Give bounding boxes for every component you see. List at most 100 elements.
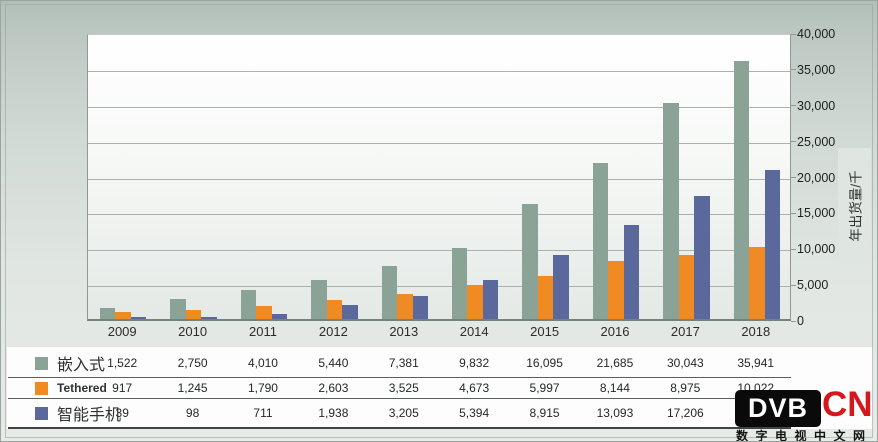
bar-智能手机-2011 xyxy=(271,313,288,319)
bar-智能手机-2009 xyxy=(130,317,147,319)
y-axis-tick xyxy=(791,284,796,286)
x-axis-label: 2009 xyxy=(107,324,137,339)
table-cell: 1,245 xyxy=(177,381,208,395)
legend-cell: Tethered xyxy=(8,381,107,395)
gridline xyxy=(88,214,790,216)
bar-group-2015 xyxy=(510,35,580,319)
bar-嵌入式-2009 xyxy=(99,308,116,319)
x-axis-label: 2010 xyxy=(178,324,208,339)
gridline xyxy=(88,106,790,108)
bar-嵌入式-2015 xyxy=(522,203,538,319)
bar-嵌入式-2010 xyxy=(170,299,186,319)
y-axis-tick xyxy=(791,320,796,322)
bar-group-2009 xyxy=(88,35,158,319)
bar-嵌入式-2017 xyxy=(663,103,679,319)
table-row-嵌入式: 嵌入式 1,522 2,750 4,010 5,440 7,381 9,832 16,095 2… xyxy=(8,349,791,378)
dvbcn-logo: DVB xyxy=(735,390,821,427)
bar-group-2018 xyxy=(722,35,792,319)
table-cell: 16,095 xyxy=(526,356,563,370)
table-cell: 1,938 xyxy=(318,406,349,420)
bar-Tethered-2017 xyxy=(678,254,695,319)
y-axis-title: 年出货量/千 xyxy=(848,170,864,242)
table-cell: 1,522 xyxy=(107,356,138,370)
legend-swatch-icon xyxy=(35,406,48,420)
y-axis-title-box: 年出货量/千 xyxy=(838,148,871,264)
plot-area xyxy=(87,34,791,321)
dvbcn-logo-cn-text: CN xyxy=(822,385,873,424)
legend-label: 智能手机 xyxy=(57,407,122,424)
gridline xyxy=(88,142,790,144)
table-cell: 30,043 xyxy=(666,356,704,370)
table-cell: 5,440 xyxy=(318,356,349,370)
table-cell: 2,750 xyxy=(177,356,208,370)
bar-智能手机-2015 xyxy=(553,255,569,319)
table-cell: 9,832 xyxy=(459,356,490,370)
legend-cell: 智能手机 xyxy=(8,401,121,425)
table-cell: 2,603 xyxy=(318,381,349,395)
y-axis-tick xyxy=(791,69,796,71)
bar-group-2014 xyxy=(440,35,510,319)
table-row-Tethered: Tethered 917 1,245 1,790 2,603 3,525 4,673 5,99… xyxy=(8,378,791,399)
y-axis-tick-label: 20,000 xyxy=(797,170,836,185)
y-axis-tick xyxy=(791,248,796,250)
y-axis-tick-label: 10,000 xyxy=(797,242,836,257)
table-cell: 8,915 xyxy=(529,406,560,420)
y-axis-tick xyxy=(791,212,796,214)
bar-嵌入式-2016 xyxy=(592,163,609,319)
table-cell: 5,997 xyxy=(529,381,560,395)
bar-智能手机-2012 xyxy=(342,305,358,319)
bar-Tethered-2016 xyxy=(608,260,624,319)
bar-智能手机-2016 xyxy=(623,225,640,319)
table-cell: 1,790 xyxy=(247,381,278,395)
bar-嵌入式-2013 xyxy=(381,266,398,319)
legend-cell: 嵌入式 xyxy=(8,351,105,375)
bar-智能手机-2014 xyxy=(482,280,499,319)
y-axis-tick-label: 30,000 xyxy=(797,98,836,113)
bar-Tethered-2015 xyxy=(537,275,554,319)
table-cell: 21,685 xyxy=(596,356,634,370)
y-axis-tick xyxy=(791,141,796,143)
bar-group-2017 xyxy=(651,35,721,319)
y-axis-tick-label: 40,000 xyxy=(797,27,836,41)
table-cell: 917 xyxy=(112,381,133,395)
bar-嵌入式-2011 xyxy=(240,290,257,319)
y-axis-tick xyxy=(791,33,796,35)
gridline xyxy=(88,250,790,252)
table-cell: 4,673 xyxy=(459,381,490,395)
legend-label: 嵌入式 xyxy=(57,357,106,374)
bar-Tethered-2013 xyxy=(397,293,413,319)
table-cell: 8,975 xyxy=(670,381,701,395)
table-cell: 3,205 xyxy=(388,406,419,420)
gridline xyxy=(88,70,790,72)
dvbcn-logo-subtitle: 数字电视中文网 xyxy=(736,429,873,442)
table-cell: 3,525 xyxy=(388,381,419,395)
bar-Tethered-2010 xyxy=(185,310,202,319)
table-cell: 39 xyxy=(115,406,129,420)
table-cell: 7,381 xyxy=(388,356,419,370)
table-background xyxy=(7,347,873,429)
legend-swatch-icon xyxy=(35,381,48,395)
legend-swatch-icon xyxy=(35,356,48,370)
table-cell: 8,144 xyxy=(599,381,630,395)
table-cell: 5,394 xyxy=(459,406,490,420)
gridline xyxy=(88,178,790,180)
y-axis-tick-label: 5,000 xyxy=(797,278,829,293)
table-row-智能手机: 智能手机 39 98 711 1,938 3,205 5,394 8,915 13,093 17,… xyxy=(8,399,791,429)
x-axis-label: 2017 xyxy=(670,324,700,339)
table-cell: 35,941 xyxy=(737,356,775,370)
x-axis-label: 2014 xyxy=(459,324,489,339)
bar-group-2010 xyxy=(158,35,228,319)
table-cell: 4,010 xyxy=(247,356,278,370)
legend-label: Tethered xyxy=(57,381,107,395)
bar-智能手机-2017 xyxy=(694,195,710,319)
bar-group-2012 xyxy=(299,35,369,319)
bar-group-2013 xyxy=(370,35,440,319)
y-axis-tick-label: 25,000 xyxy=(797,134,836,149)
x-axis-label: 2018 xyxy=(741,324,771,339)
bar-group-2016 xyxy=(581,35,651,319)
table-cell: 17,206 xyxy=(666,406,704,420)
y-axis-tick-label: 0 xyxy=(797,314,804,328)
x-axis-label: 2015 xyxy=(530,324,560,339)
x-axis-label: 2012 xyxy=(318,324,348,339)
